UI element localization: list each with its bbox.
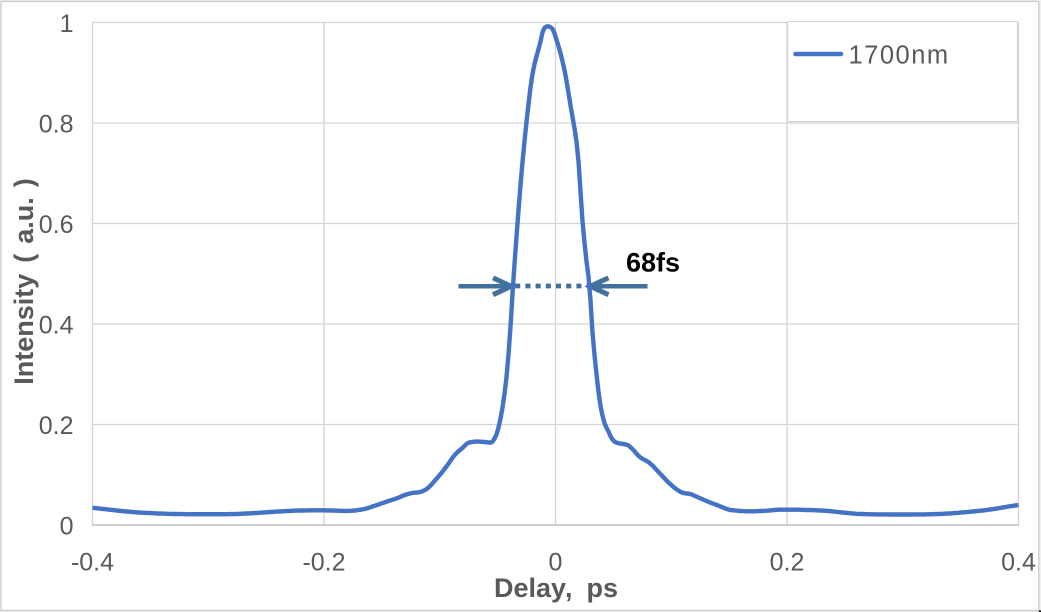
svg-text:68fs: 68fs bbox=[626, 248, 680, 278]
svg-text:0.8: 0.8 bbox=[39, 111, 74, 139]
svg-text:0.6: 0.6 bbox=[39, 211, 74, 239]
svg-text:Intensity(a.u.): Intensity(a.u.) bbox=[9, 178, 39, 385]
svg-text:0.4: 0.4 bbox=[1001, 549, 1036, 577]
svg-text:-0.2: -0.2 bbox=[302, 549, 345, 577]
svg-text:1: 1 bbox=[60, 10, 74, 38]
svg-text:0.2: 0.2 bbox=[770, 549, 805, 577]
svg-text:-0.4: -0.4 bbox=[71, 549, 114, 577]
svg-text:0.2: 0.2 bbox=[39, 412, 74, 440]
svg-text:0: 0 bbox=[60, 513, 74, 541]
svg-text:0: 0 bbox=[549, 549, 563, 577]
svg-text:Delay,ps: Delay, ps bbox=[494, 573, 618, 603]
svg-text:0.4: 0.4 bbox=[39, 312, 74, 340]
svg-text:1700nm: 1700nm bbox=[849, 42, 950, 70]
